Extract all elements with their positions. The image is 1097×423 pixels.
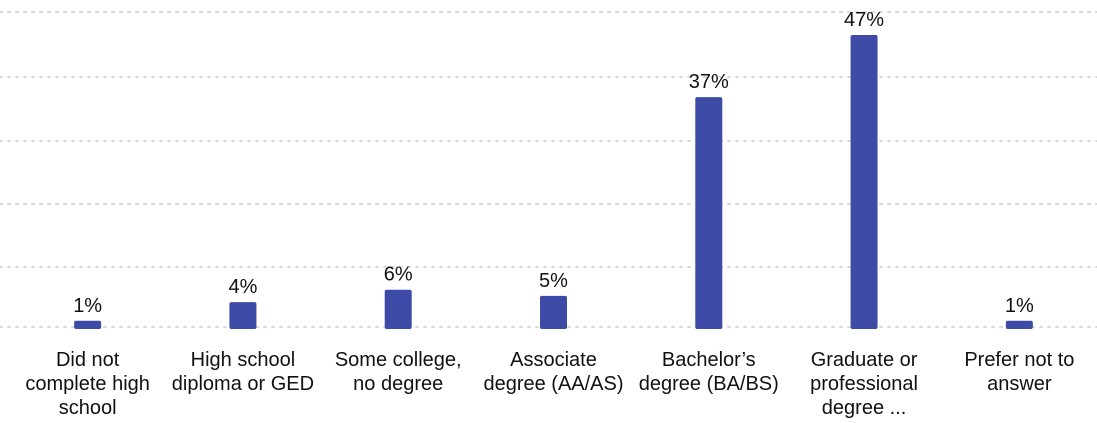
bar [850,35,878,329]
bars [74,35,1033,330]
gridlines [0,11,1097,328]
bar [229,302,257,329]
bar [1005,320,1033,329]
category-label: Prefer not to answer [964,349,1075,395]
category-label: Graduate or professional degree ... [810,349,918,419]
value-label: 1% [73,295,102,317]
category-label: Some college, no degree [334,349,462,395]
bar [74,320,102,329]
value-label: 6% [384,264,413,286]
bar [540,295,567,329]
value-label: 4% [228,276,257,298]
value-label: 5% [539,270,568,292]
bar [695,97,723,330]
value-labels: 1% 4% 6% 5% 37% 47% 1% [73,9,1034,317]
category-label: Did not complete high school [25,349,150,419]
category-label: High school diploma or GED [171,349,315,395]
category-label: Associate degree (AA/AS) [483,349,624,395]
value-label: 37% [689,71,729,93]
bar [384,289,412,329]
value-label: 1% [1005,295,1034,317]
value-label: 47% [844,9,884,31]
category-label: Bachelor’s degree (BA/BS) [638,349,779,395]
